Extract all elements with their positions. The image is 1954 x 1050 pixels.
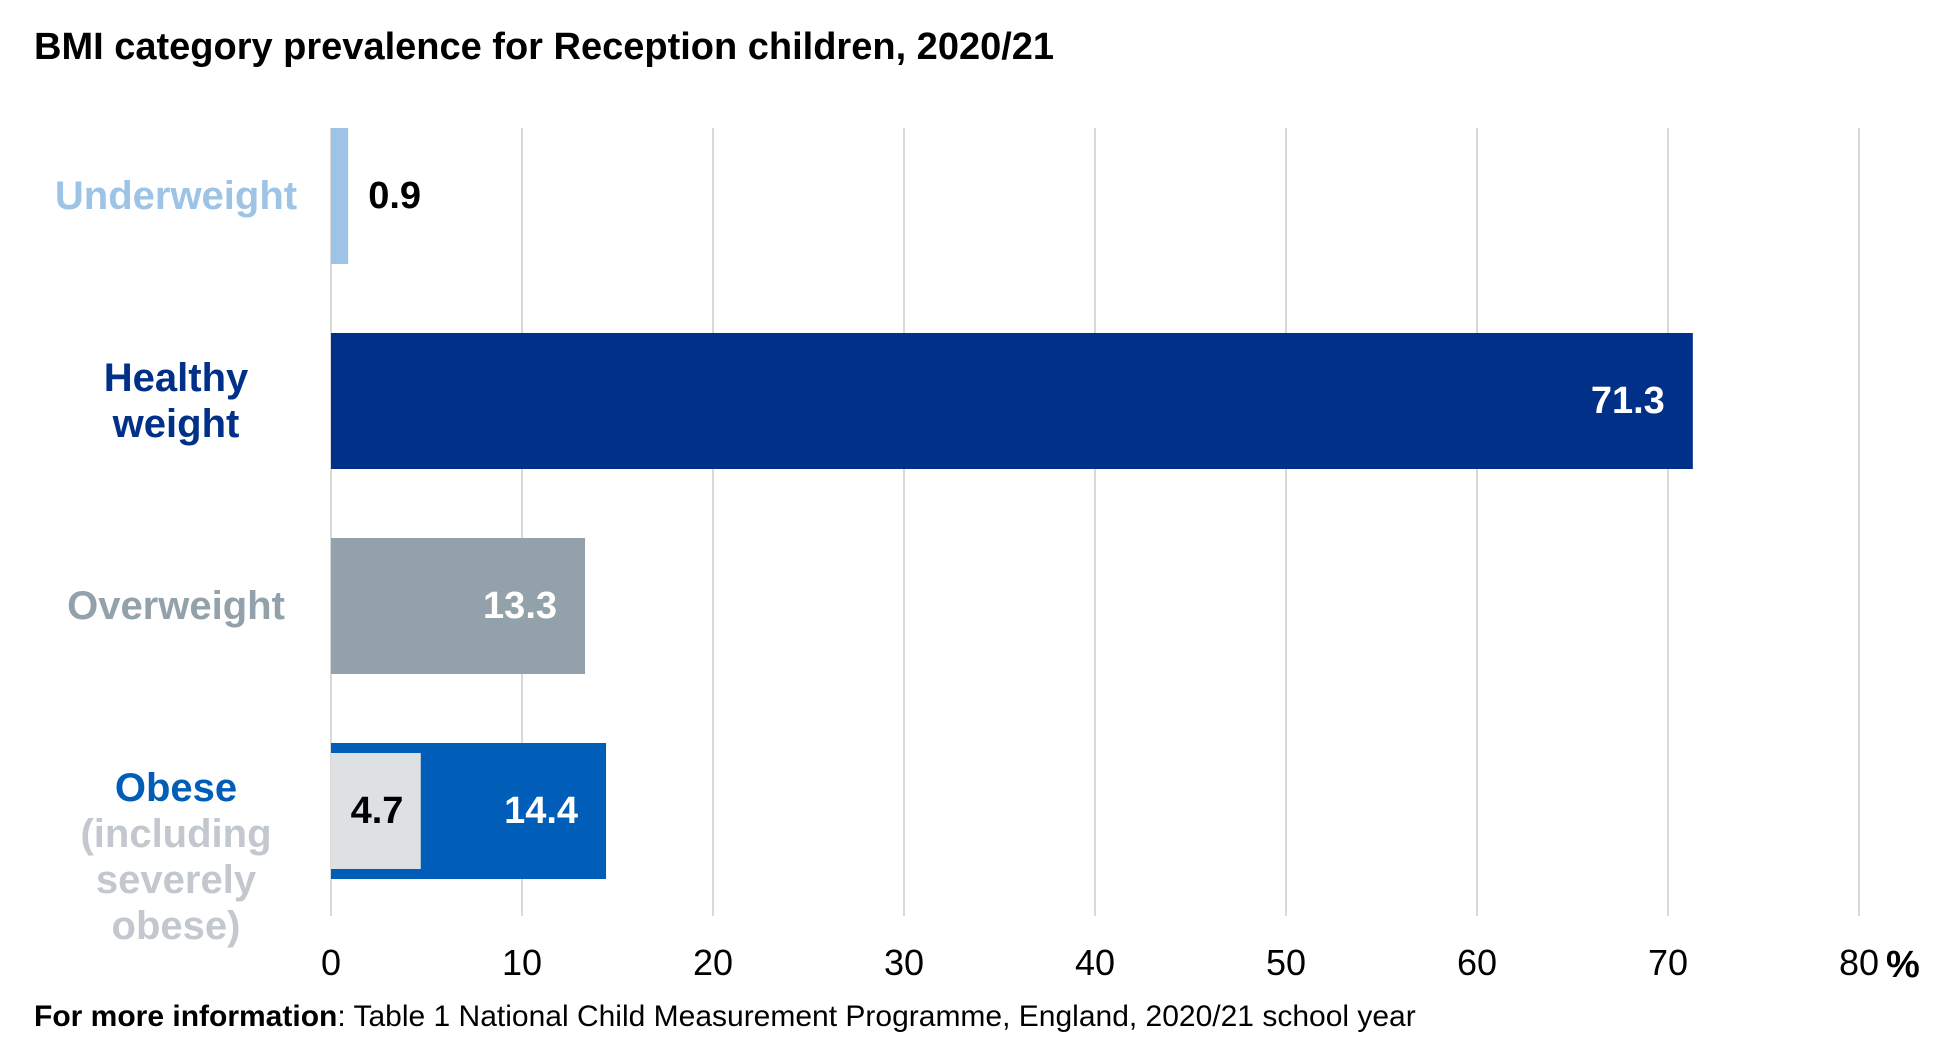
x-tick-label: 0 — [321, 942, 341, 983]
category-label: Overweight — [67, 584, 285, 628]
inner-bar — [331, 753, 421, 869]
category-sublabel: severely — [96, 858, 257, 902]
category-label: Obese — [115, 766, 237, 810]
x-tick-label: 60 — [1457, 942, 1497, 983]
footer-note: For more information: Table 1 National C… — [34, 1000, 1416, 1034]
bar — [331, 333, 1693, 469]
bar-value-label: 71.3 — [1591, 380, 1665, 422]
category-label: Healthy — [104, 356, 249, 400]
x-tick-label: 20 — [693, 942, 733, 983]
x-tick-label: 70 — [1648, 942, 1688, 983]
bar — [331, 128, 349, 264]
x-tick-label: 40 — [1075, 942, 1115, 983]
x-tick-label: 30 — [884, 942, 924, 983]
bar — [331, 538, 586, 674]
category-sublabel: obese) — [112, 904, 241, 948]
footer-bold: For more information — [34, 1000, 338, 1033]
chart-title: BMI category prevalence for Reception ch… — [34, 26, 1055, 68]
category-sublabel: (including — [80, 812, 271, 856]
category-label: weight — [112, 402, 240, 446]
x-tick-label: 80 — [1839, 942, 1879, 983]
footer-text: : Table 1 National Child Measurement Pro… — [337, 1000, 1416, 1033]
x-tick-label: 50 — [1266, 942, 1306, 983]
x-axis-unit: % — [1886, 944, 1920, 986]
bar-value-label: 14.4 — [504, 790, 578, 832]
x-tick-label: 10 — [502, 942, 542, 983]
bar-value-label: 0.9 — [368, 175, 421, 217]
bar-value-label: 13.3 — [483, 585, 557, 627]
inner-bar-value-label: 4.7 — [351, 790, 404, 832]
category-label: Underweight — [55, 174, 297, 218]
